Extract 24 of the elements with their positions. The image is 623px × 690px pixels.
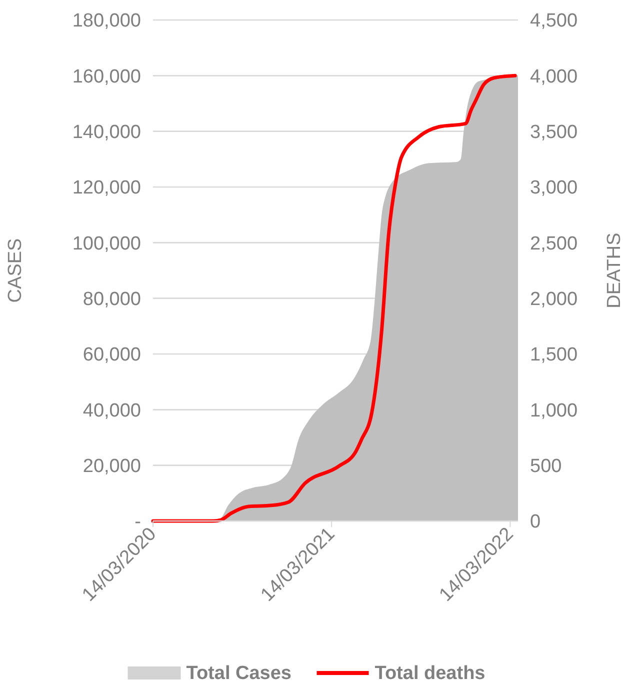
y-axis-title: CASES bbox=[5, 238, 26, 303]
y2-tick-label: 4,000 bbox=[530, 66, 578, 88]
y2-tick-label: 3,500 bbox=[530, 122, 578, 143]
y-tick-label: 60,000 bbox=[82, 344, 141, 366]
y2-tick-label: 2,000 bbox=[530, 288, 578, 310]
legend-label: Total Cases bbox=[186, 663, 292, 684]
legend-label: Total deaths bbox=[374, 663, 486, 684]
y2-tick-label: 1,000 bbox=[530, 400, 578, 422]
y-tick-label: - bbox=[134, 512, 141, 533]
y2-tick-label: 3,000 bbox=[530, 178, 578, 199]
y-tick-label: 40,000 bbox=[82, 400, 141, 422]
y2-tick-label: 2,500 bbox=[530, 233, 578, 254]
y-tick-label: 20,000 bbox=[82, 456, 141, 477]
y2-tick-label: 1,500 bbox=[530, 344, 578, 366]
y-tick-label: 120,000 bbox=[72, 178, 141, 199]
y-tick-label: 180,000 bbox=[72, 10, 141, 32]
y2-tick-label: 0 bbox=[530, 512, 541, 533]
y2-tick-label: 500 bbox=[530, 456, 562, 477]
y-tick-label: 80,000 bbox=[82, 288, 141, 310]
y2-axis-title: DEATHS bbox=[604, 232, 623, 308]
y-tick-label: 140,000 bbox=[72, 122, 141, 143]
y-tick-label: 160,000 bbox=[72, 66, 141, 88]
y-tick-label: 100,000 bbox=[72, 233, 141, 254]
y2-tick-label: 4,500 bbox=[530, 10, 578, 32]
